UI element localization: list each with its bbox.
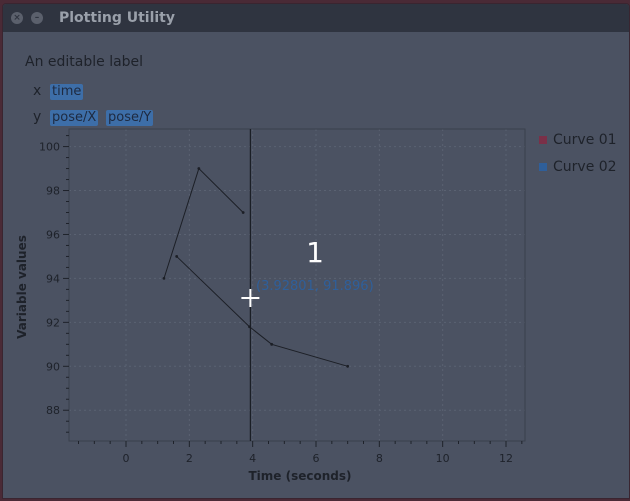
close-button[interactable]: ×	[11, 12, 23, 24]
crosshair-cursor-icon	[241, 289, 260, 307]
series-line-2	[176, 256, 348, 367]
x-tick-label: 4	[249, 452, 256, 465]
y-tick-label: 96	[46, 228, 60, 241]
y-tick-label: 100	[39, 141, 60, 154]
y-tick-label: 90	[46, 360, 60, 373]
title-bar: × – Plotting Utility	[3, 4, 629, 32]
y-tag-pose-x[interactable]: pose/X	[50, 110, 99, 126]
x-axis-selector-label: x	[33, 83, 42, 99]
plot-frame	[68, 128, 526, 442]
window-title: Plotting Utility	[59, 10, 175, 26]
x-tick-label: 10	[436, 452, 450, 465]
marker-number-label: 1	[306, 236, 324, 269]
series-1-point	[241, 211, 245, 214]
legend-label-curve-01: Curve 01	[553, 132, 617, 148]
curve-02-swatch	[539, 163, 547, 171]
series-2-point	[175, 255, 179, 258]
series-2-point	[270, 342, 274, 346]
legend-item-curve-02[interactable]: Curve 02	[539, 159, 617, 175]
y-axis-selector-label: y	[33, 109, 42, 125]
x-tick-label: 0	[123, 452, 130, 465]
series-line-1	[163, 167, 244, 279]
series-1-point	[162, 277, 166, 280]
grid-lines	[69, 129, 525, 441]
x-tick-label: 2	[186, 452, 193, 465]
legend: Curve 01 Curve 02	[539, 132, 617, 175]
x-tick-label: 12	[499, 452, 513, 465]
y-tag-pose-y[interactable]: pose/Y	[106, 110, 154, 126]
x-tick-label: 8	[376, 452, 383, 465]
x-axis-title: Time (seconds)	[248, 469, 351, 483]
minimize-button[interactable]: –	[31, 12, 43, 24]
y-tick-label: 94	[46, 272, 60, 285]
y-tick-label: 98	[46, 185, 60, 198]
y-tick-label: 92	[46, 316, 60, 329]
series-2-point	[346, 364, 350, 368]
curves	[162, 167, 350, 368]
plot-area[interactable]: 0 2 4 6 8 10 12 88 90 92 94 96 98 100 1 (3.92801, 91.…	[3, 4, 629, 498]
axes: 0 2 4 6 8 10 12 88 90 92 94 96 98 100	[39, 135, 523, 465]
plotting-utility-window: × – Plotting Utility An editable label x…	[2, 3, 630, 499]
editable-label[interactable]: An editable label	[25, 54, 144, 70]
series-1-point	[197, 167, 201, 170]
x-tag-time[interactable]: time	[50, 84, 84, 100]
y-tick-label: 88	[46, 404, 60, 417]
cursor-readout: (3.92801, 91.896)	[256, 279, 374, 294]
y-axis-title: Variable values	[15, 235, 29, 339]
curve-01-swatch	[539, 136, 547, 144]
legend-item-curve-01[interactable]: Curve 01	[539, 132, 617, 148]
legend-label-curve-02: Curve 02	[553, 159, 617, 175]
x-tick-label: 6	[313, 452, 320, 465]
